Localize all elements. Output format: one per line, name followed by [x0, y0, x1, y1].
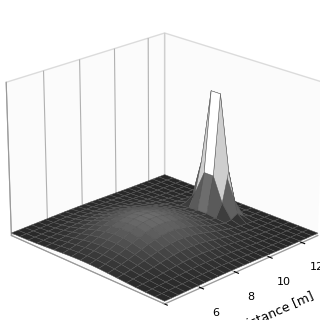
X-axis label: Distance [m]: Distance [m]	[237, 289, 316, 320]
